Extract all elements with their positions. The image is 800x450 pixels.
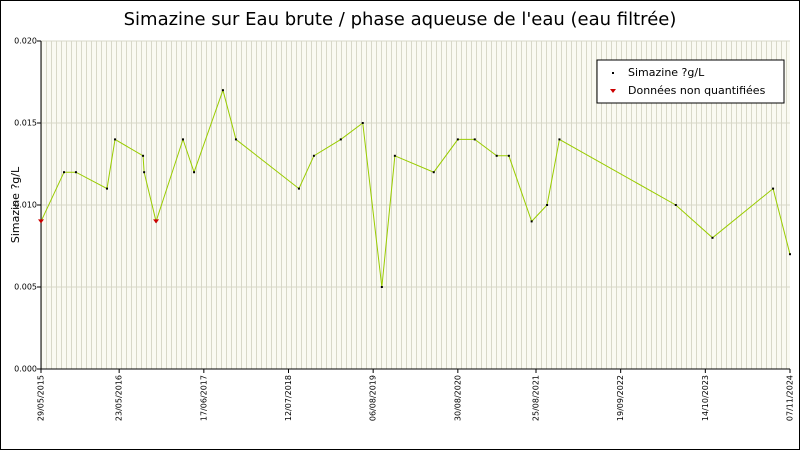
x-tick-label: 14/10/2023 [701,375,710,421]
x-tick-label: 12/07/2018 [284,375,293,421]
x-tick-label: 30/08/2020 [453,375,462,421]
y-tick-label: 0.010 [14,201,37,210]
point [772,187,775,190]
x-tick-label: 17/06/2017 [199,375,208,421]
legend-label: Simazine ?g/L [628,66,705,79]
y-tick-label: 0.015 [14,119,37,128]
series-line [40,88,791,288]
point [558,138,561,141]
point [234,138,237,141]
y-tick-label: 0.005 [14,283,37,292]
legend-label: Données non quantifiées [628,84,766,97]
point [380,286,383,288]
point [361,122,364,124]
point [473,138,476,141]
y-tick-label: 0.000 [14,365,37,374]
point [114,138,117,141]
x-tick-label: 29/05/2015 [37,375,46,421]
legend-box [596,59,785,104]
x-tick-label: 07/11/2024 [786,375,795,421]
legend-marker [612,72,614,74]
point [393,154,396,157]
point [789,253,791,256]
point [38,219,44,224]
point [456,138,459,141]
point [339,138,342,141]
point [297,187,300,190]
point [143,171,146,174]
point [181,138,184,141]
point [142,154,145,157]
legend: Simazine ?g/L Données non quantifiées [596,59,785,104]
legend-marker [610,89,616,93]
chart-title: Simazine sur Eau brute / phase aqueuse d… [124,9,677,30]
point [105,187,108,190]
x-tick-label: 06/08/2019 [369,375,378,421]
y-tick-label: 0.020 [14,37,37,46]
point [546,204,549,206]
point [495,154,498,157]
point [63,171,66,174]
x-tick-label: 25/08/2021 [531,375,540,421]
point [74,171,77,174]
point [507,154,510,157]
point [312,154,315,157]
point [530,220,533,223]
point [221,89,224,92]
x-tick-label: 19/09/2022 [616,375,625,421]
point [674,204,677,206]
x-tick-label: 23/05/2016 [115,375,124,421]
point [153,219,160,224]
point [193,171,196,174]
y-axis-label: Simazine ?g/L [9,166,22,243]
point [711,236,714,239]
point [432,171,435,174]
